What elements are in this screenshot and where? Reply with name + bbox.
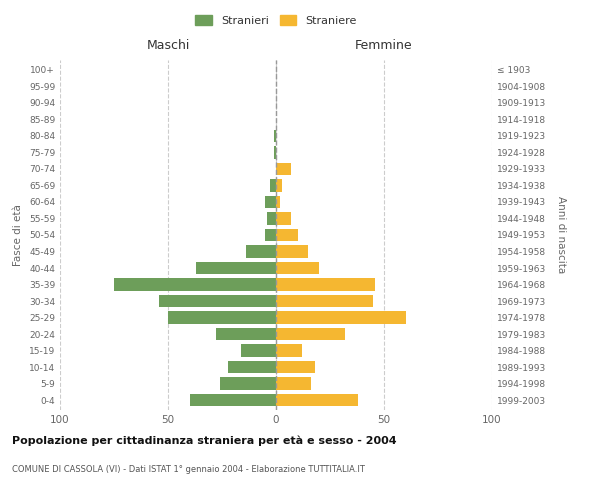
Bar [276,212,291,224]
Bar [276,361,315,374]
Bar [276,180,283,192]
Bar [265,229,276,241]
Text: COMUNE DI CASSOLA (VI) - Dati ISTAT 1° gennaio 2004 - Elaborazione TUTTITALIA.IT: COMUNE DI CASSOLA (VI) - Dati ISTAT 1° g… [12,465,365,474]
Bar [246,246,276,258]
Bar [276,328,345,340]
Bar [276,378,311,390]
Bar [196,262,276,274]
Bar [190,394,276,406]
Bar [276,295,373,307]
Legend: Stranieri, Straniere: Stranieri, Straniere [191,10,361,30]
Bar [274,130,276,142]
Bar [276,163,291,175]
Bar [269,180,276,192]
Bar [241,344,276,357]
Bar [215,328,276,340]
Bar [168,312,276,324]
Bar [274,146,276,158]
Text: Femmine: Femmine [355,38,413,52]
Bar [276,196,280,208]
Text: Maschi: Maschi [146,38,190,52]
Bar [160,295,276,307]
Bar [276,229,298,241]
Bar [276,344,302,357]
Bar [276,246,308,258]
Bar [276,262,319,274]
Text: Popolazione per cittadinanza straniera per età e sesso - 2004: Popolazione per cittadinanza straniera p… [12,435,397,446]
Bar [276,278,376,290]
Bar [276,394,358,406]
Bar [229,361,276,374]
Bar [276,312,406,324]
Y-axis label: Anni di nascita: Anni di nascita [556,196,566,274]
Bar [265,196,276,208]
Bar [268,212,276,224]
Y-axis label: Fasce di età: Fasce di età [13,204,23,266]
Bar [220,378,276,390]
Bar [114,278,276,290]
